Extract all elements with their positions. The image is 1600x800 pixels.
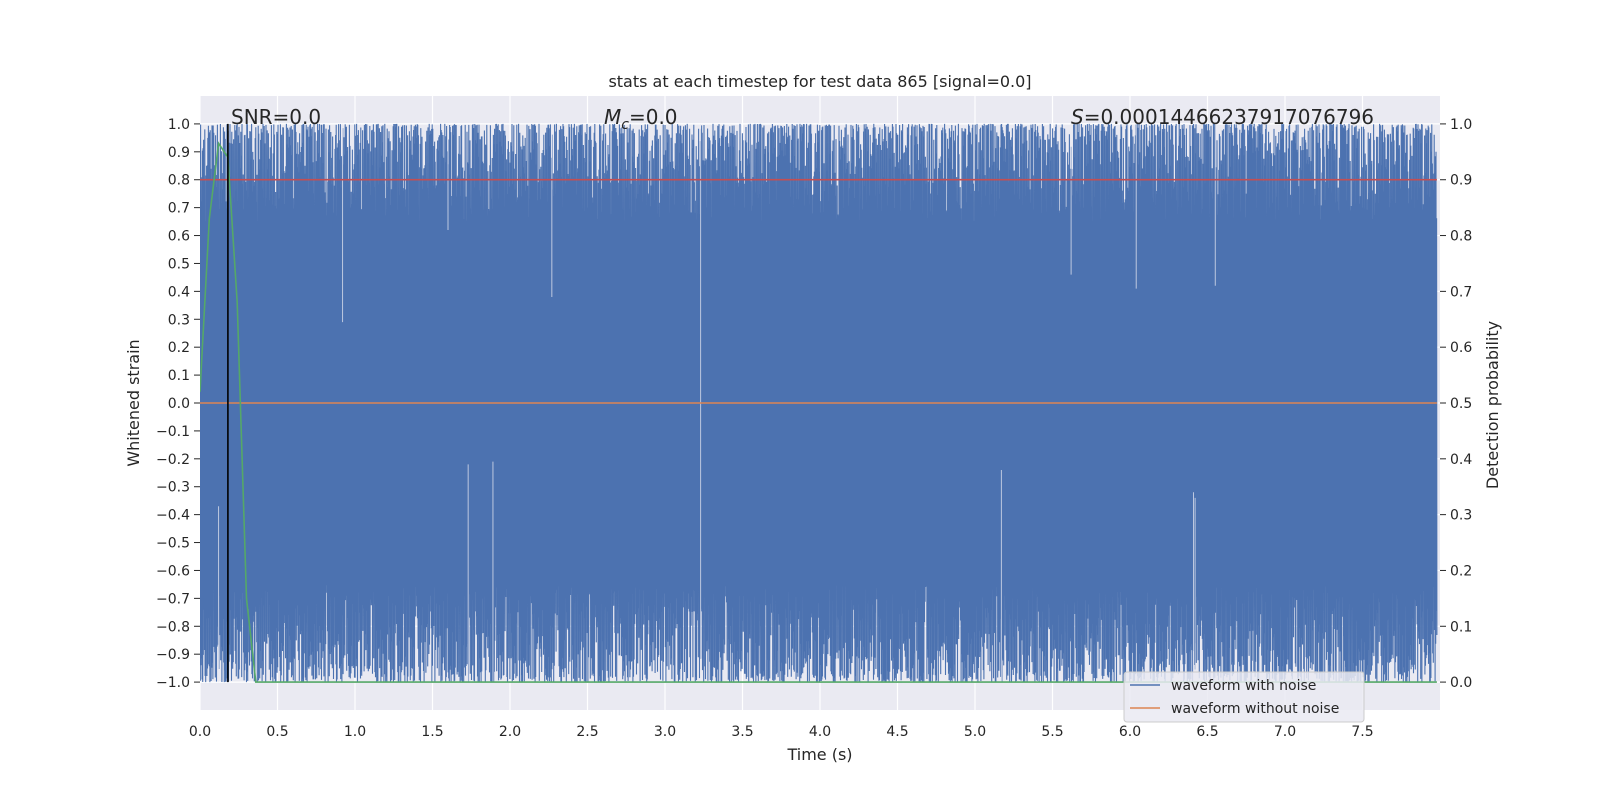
y-tick-label-18: 0.8 [168, 173, 190, 189]
y2-tick-label-1: 0.1 [1450, 619, 1472, 635]
y-tick-label-8: −0.2 [156, 452, 190, 468]
x-tick-label-10: 5.0 [964, 724, 986, 740]
x-tick-label-14: 7.0 [1274, 724, 1296, 740]
x-tick-label-6: 3.0 [654, 724, 676, 740]
y2-axis-label: Detection probability [1483, 321, 1502, 489]
x-axis-label: Time (s) [786, 745, 852, 764]
legend-box [1123, 671, 1365, 723]
y2-tick-label-2: 0.2 [1450, 563, 1472, 579]
x-tick-label-9: 4.5 [886, 724, 908, 740]
x-tick-label-15: 7.5 [1351, 724, 1373, 740]
y2-tick-label-9: 0.9 [1450, 173, 1472, 189]
series-waveform-with-noise-core [200, 229, 1437, 571]
y-tick-label-3: −0.7 [156, 591, 190, 607]
snr-annotation: SNR=0.0 [231, 105, 321, 129]
y-tick-label-16: 0.6 [168, 229, 190, 245]
y-axis-label: Whitened strain [124, 339, 143, 466]
x-tick-label-11: 5.5 [1041, 724, 1063, 740]
y2-tick-label-5: 0.5 [1450, 396, 1472, 412]
y-tick-label-5: −0.5 [156, 536, 190, 552]
chirp-mass-symbol: M [604, 105, 621, 129]
x-tick-label-7: 3.5 [731, 724, 753, 740]
legend-label-clean: waveform without noise [1171, 701, 1339, 717]
chirp-mass-annotation: Mc=0.0 [604, 105, 678, 133]
y-tick-label-20: 1.0 [168, 117, 190, 133]
y-tick-label-13: 0.3 [168, 312, 190, 328]
chirp-mass-value: =0.0 [629, 105, 678, 129]
y-tick-label-0: −1.0 [156, 675, 190, 691]
y2-tick-label-3: 0.3 [1450, 508, 1472, 524]
series-layer [200, 123, 1438, 683]
x-tick-label-3: 1.5 [421, 724, 443, 740]
y-tick-label-15: 0.5 [168, 256, 190, 272]
y-tick-label-14: 0.4 [168, 284, 190, 300]
y2-tick-label-8: 0.8 [1450, 229, 1472, 245]
y-tick-label-2: −0.8 [156, 619, 190, 635]
y-tick-label-1: −0.9 [156, 647, 190, 663]
y2-tick-label-7: 0.7 [1450, 284, 1472, 300]
y2-tick-label-6: 0.6 [1450, 340, 1472, 356]
y-tick-label-9: −0.1 [156, 424, 190, 440]
x-tick-label-13: 6.5 [1196, 724, 1218, 740]
x-tick-label-4: 2.0 [499, 724, 521, 740]
legend: waveform with noise waveform without noi… [1123, 671, 1365, 723]
y-tick-label-19: 0.9 [168, 145, 190, 161]
y2-tick-label-10: 1.0 [1450, 117, 1472, 133]
x-tick-label-0: 0.0 [189, 724, 211, 740]
x-tick-label-1: 0.5 [266, 724, 288, 740]
y-tick-label-10: 0.0 [168, 396, 190, 412]
y-tick-label-11: 0.1 [168, 368, 190, 384]
y-tick-label-4: −0.6 [156, 563, 190, 579]
score-value: =0.00014466237917076796 [1084, 105, 1374, 129]
score-annotation: S=0.00014466237917076796 [1071, 105, 1374, 129]
score-symbol: S [1071, 105, 1084, 129]
chirp-mass-subscript: c [621, 117, 629, 133]
chart-title: stats at each timestep for test data 865… [608, 72, 1031, 91]
x-tick-label-8: 4.0 [809, 724, 831, 740]
y-tick-label-17: 0.7 [168, 201, 190, 217]
y2-tick-label-4: 0.4 [1450, 452, 1472, 468]
y2-tick-label-0: 0.0 [1450, 675, 1472, 691]
legend-label-noise: waveform with noise [1171, 678, 1316, 694]
x-tick-label-5: 2.5 [576, 724, 598, 740]
ticks: 0.0 0.5 1.0 1.5 2.0 2.5 3.0 3.5 4.0 4.5 5.0 5.5 6.0 6… [156, 117, 1472, 740]
y-tick-label-6: −0.4 [156, 508, 190, 524]
y-tick-label-7: −0.3 [156, 480, 190, 496]
x-tick-label-2: 1.0 [344, 724, 366, 740]
series-line-2 [200, 141, 1437, 683]
y-tick-label-12: 0.2 [168, 340, 190, 356]
x-tick-label-12: 6.0 [1119, 724, 1141, 740]
